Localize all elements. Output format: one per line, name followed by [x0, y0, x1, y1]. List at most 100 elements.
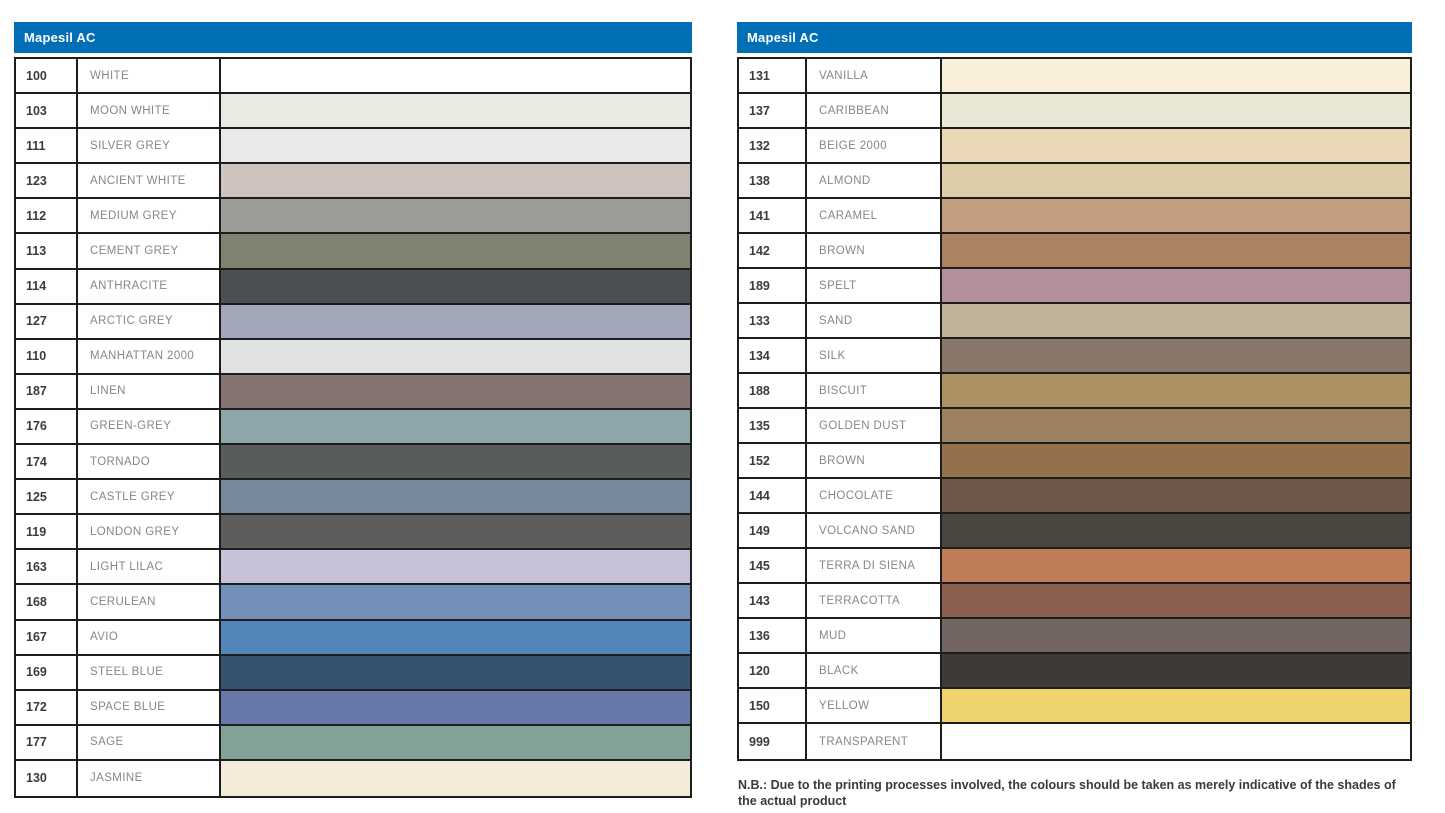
color-name: GOLDEN DUST	[807, 409, 942, 442]
color-row: 169 STEEL BLUE	[16, 655, 690, 691]
color-row: 130 JASMINE	[16, 760, 690, 796]
color-code: 135	[739, 409, 807, 442]
color-row: 167 AVIO	[16, 620, 690, 656]
color-code: 137	[739, 94, 807, 127]
color-name: TRANSPARENT	[807, 724, 942, 759]
color-code: 142	[739, 234, 807, 267]
color-name: SILVER GREY	[78, 129, 221, 163]
color-name: TERRACOTTA	[807, 584, 942, 617]
color-row: 137 CARIBBEAN	[739, 94, 1410, 129]
color-code: 999	[739, 724, 807, 759]
color-table-body: 131 VANILLA 137 CARIBBEAN 132 BEIGE 2000 138 AL…	[737, 57, 1412, 761]
color-name: CASTLE GREY	[78, 480, 221, 514]
color-row: 189 SPELT	[739, 269, 1410, 304]
color-row: 187 LINEN	[16, 374, 690, 410]
color-swatch	[221, 199, 690, 233]
color-row: 120 BLACK	[739, 654, 1410, 689]
color-name: CERULEAN	[78, 585, 221, 619]
color-swatch	[221, 585, 690, 619]
color-swatch	[221, 690, 690, 724]
color-code: 143	[739, 584, 807, 617]
color-swatch	[221, 725, 690, 759]
color-swatch	[942, 479, 1410, 512]
color-name: AVIO	[78, 620, 221, 654]
color-swatch	[221, 655, 690, 689]
color-row: 112 MEDIUM GREY	[16, 199, 690, 235]
color-row: 145 TERRA DI SIENA	[739, 549, 1410, 584]
color-swatch	[942, 514, 1410, 547]
color-row: 123 ANCIENT WHITE	[16, 164, 690, 200]
color-swatch	[221, 304, 690, 338]
color-row: 172 SPACE BLUE	[16, 690, 690, 726]
color-code: 136	[739, 619, 807, 652]
color-name: BLACK	[807, 654, 942, 687]
color-code: 119	[16, 515, 78, 549]
color-name: ALMOND	[807, 164, 942, 197]
color-row: 119 LONDON GREY	[16, 515, 690, 551]
color-name: SPELT	[807, 269, 942, 302]
color-code: 150	[739, 689, 807, 722]
color-row: 168 CERULEAN	[16, 585, 690, 621]
color-code: 145	[739, 549, 807, 582]
color-swatch	[221, 515, 690, 549]
color-swatch	[942, 339, 1410, 372]
color-swatch	[221, 550, 690, 584]
color-swatch	[942, 444, 1410, 477]
color-name: SAND	[807, 304, 942, 337]
table-header: Mapesil AC	[14, 22, 692, 53]
color-code: 177	[16, 725, 78, 759]
color-row: 111 SILVER GREY	[16, 129, 690, 165]
color-name: SAGE	[78, 725, 221, 759]
mapesil-ac-table-left: Mapesil AC 100 WHITE 103 MOON WHITE 111 SILVE…	[14, 22, 692, 798]
color-name: CARAMEL	[807, 199, 942, 232]
color-code: 110	[16, 339, 78, 373]
color-code: 187	[16, 374, 78, 408]
color-swatch	[942, 654, 1410, 687]
mapesil-ac-table-right: Mapesil AC 131 VANILLA 137 CARIBBEAN 132 BEIG…	[737, 22, 1412, 761]
color-code: 120	[739, 654, 807, 687]
color-swatch	[221, 129, 690, 163]
color-swatch	[942, 584, 1410, 617]
color-name: CARIBBEAN	[807, 94, 942, 127]
color-code: 149	[739, 514, 807, 547]
color-swatch	[942, 269, 1410, 302]
color-name: VOLCANO SAND	[807, 514, 942, 547]
color-code: 113	[16, 234, 78, 268]
color-swatch	[221, 94, 690, 128]
color-swatch	[942, 619, 1410, 652]
color-swatch	[221, 164, 690, 198]
color-code: 152	[739, 444, 807, 477]
color-row: 142 BROWN	[739, 234, 1410, 269]
color-swatch	[942, 199, 1410, 232]
color-code: 138	[739, 164, 807, 197]
color-swatch	[221, 374, 690, 408]
color-code: 130	[16, 760, 78, 796]
color-row: 127 ARCTIC GREY	[16, 304, 690, 340]
color-code: 188	[739, 374, 807, 407]
color-name: MOON WHITE	[78, 94, 221, 128]
color-row: 132 BEIGE 2000	[739, 129, 1410, 164]
color-swatch	[221, 620, 690, 654]
color-swatch	[221, 339, 690, 373]
color-code: 167	[16, 620, 78, 654]
color-swatch	[221, 269, 690, 303]
color-code: 172	[16, 690, 78, 724]
color-name: WHITE	[78, 59, 221, 93]
color-swatch	[221, 234, 690, 268]
color-name: ARCTIC GREY	[78, 304, 221, 338]
color-table-body: 100 WHITE 103 MOON WHITE 111 SILVER GREY 123 AN…	[14, 57, 692, 798]
color-row: 188 BISCUIT	[739, 374, 1410, 409]
color-name: BEIGE 2000	[807, 129, 942, 162]
color-code: 103	[16, 94, 78, 128]
color-code: 134	[739, 339, 807, 372]
color-code: 133	[739, 304, 807, 337]
color-name: GREEN-GREY	[78, 409, 221, 444]
color-swatch	[221, 409, 690, 444]
color-row: 177 SAGE	[16, 725, 690, 761]
color-code: 169	[16, 655, 78, 689]
table-title: Mapesil AC	[24, 30, 96, 45]
color-swatch	[942, 724, 1410, 759]
color-row: 114 ANTHRACITE	[16, 269, 690, 305]
color-name: BROWN	[807, 444, 942, 477]
color-row: 110 MANHATTAN 2000	[16, 339, 690, 375]
